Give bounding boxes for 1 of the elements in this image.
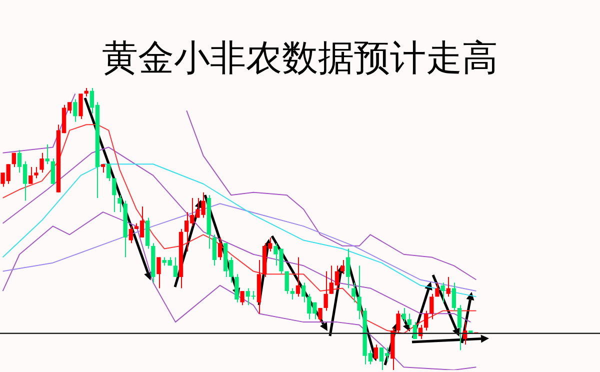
chart-title: 黄金小非农数据预计走高 [101, 37, 499, 81]
